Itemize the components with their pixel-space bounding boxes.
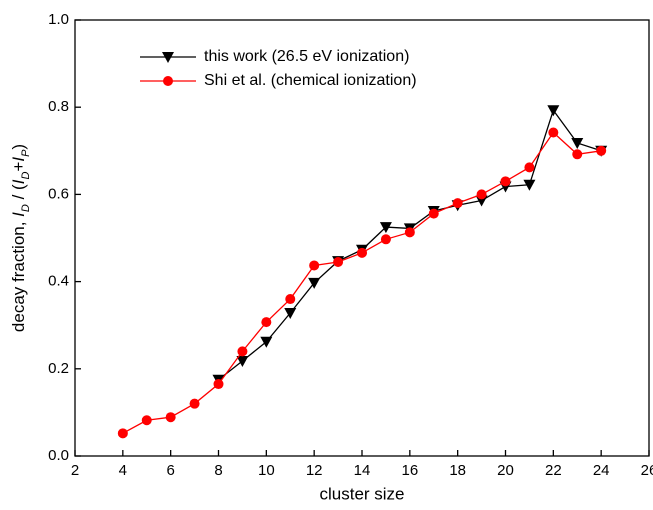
x-tick-label: 10 xyxy=(258,462,275,479)
y-tick-label: 0.2 xyxy=(48,360,69,377)
x-tick-label: 6 xyxy=(166,462,174,479)
point xyxy=(379,222,392,234)
legend-label: this work (26.5 eV ionization) xyxy=(204,48,409,65)
point xyxy=(285,294,296,305)
point xyxy=(571,137,584,149)
point xyxy=(357,247,367,258)
point xyxy=(237,346,248,357)
x-axis-label: cluster size xyxy=(319,484,404,503)
point xyxy=(523,179,536,191)
y-label-part: I xyxy=(9,179,28,184)
point xyxy=(261,317,272,328)
point xyxy=(333,256,344,267)
point xyxy=(404,227,415,238)
y-label-part: D xyxy=(20,204,32,212)
point xyxy=(236,355,249,367)
x-tick-label: 24 xyxy=(593,462,610,479)
point xyxy=(309,260,320,271)
point xyxy=(165,412,176,423)
point xyxy=(117,428,128,439)
y-label-part: P xyxy=(20,149,32,157)
legend-marker xyxy=(162,52,174,63)
x-tick-label: 2 xyxy=(71,462,79,479)
y-axis-label: decay fraction, ID / (ID+IP) xyxy=(9,144,31,332)
point xyxy=(548,127,559,138)
point xyxy=(452,198,463,209)
y-label-part: ) xyxy=(9,144,28,150)
legend-label: Shi et al. (chemical ionization) xyxy=(204,72,417,89)
series-line xyxy=(122,131,602,434)
y-label-part: + xyxy=(9,162,28,172)
x-tick-label: 18 xyxy=(449,462,466,479)
point xyxy=(476,189,487,200)
y-label-part: I xyxy=(9,212,28,217)
point xyxy=(284,307,297,319)
point xyxy=(189,398,200,409)
point xyxy=(596,145,607,156)
y-tick-label: 1.0 xyxy=(48,11,69,28)
y-label-part: / ( xyxy=(9,184,28,204)
x-tick-label: 16 xyxy=(401,462,418,479)
point xyxy=(500,176,511,187)
x-tick-label: 14 xyxy=(354,462,371,479)
point xyxy=(213,379,224,390)
series-line xyxy=(218,108,602,381)
x-tick-label: 12 xyxy=(306,462,323,479)
y-tick-label: 0.4 xyxy=(48,273,69,290)
x-tick-label: 20 xyxy=(497,462,514,479)
point xyxy=(260,336,273,348)
legend-marker xyxy=(163,76,173,86)
y-tick-label: 0.6 xyxy=(48,185,69,202)
y-tick-label: 0.0 xyxy=(48,447,69,464)
y-label-part: I xyxy=(9,157,28,162)
point xyxy=(141,415,152,426)
point xyxy=(524,162,535,173)
x-tick-label: 22 xyxy=(545,462,562,479)
point xyxy=(380,234,391,245)
x-tick-label: 26 xyxy=(641,462,653,479)
y-label-part: D xyxy=(20,172,32,180)
point xyxy=(308,277,321,289)
x-tick-label: 4 xyxy=(119,462,127,479)
y-tick-label: 0.8 xyxy=(48,98,69,115)
y-label-part: decay fraction, xyxy=(9,217,28,332)
point xyxy=(428,208,439,219)
point xyxy=(572,149,583,160)
point xyxy=(547,105,560,117)
x-tick-label: 8 xyxy=(214,462,222,479)
